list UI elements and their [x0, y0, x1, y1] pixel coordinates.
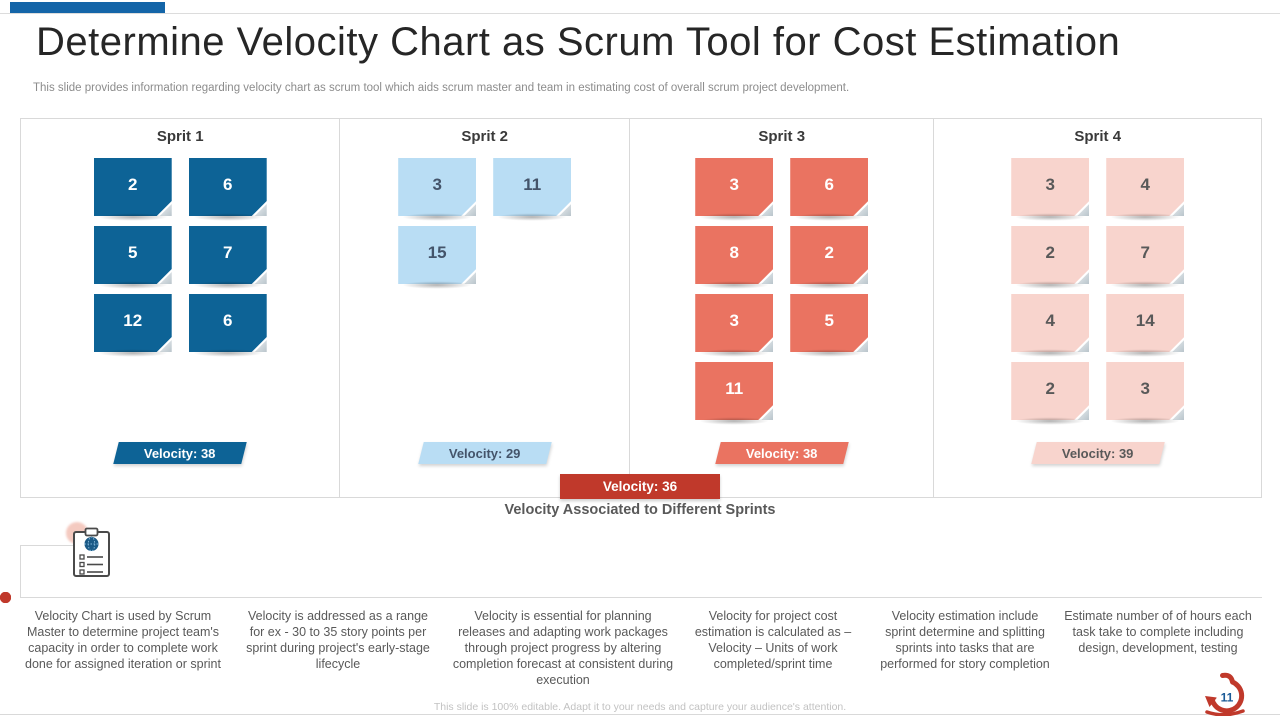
sprint-title: Sprit 1: [156, 128, 204, 145]
story-point-note: 3: [1106, 362, 1185, 425]
story-point-value: 7: [222, 243, 233, 262]
timeline-note: Velocity estimation include sprint deter…: [880, 609, 1050, 671]
footer-note: This slide is 100% editable. Adapt it to…: [433, 701, 847, 713]
sprint-velocity-badge: Velocity: 29: [417, 442, 552, 464]
story-notes-grid: 2 6 5 7 12 6: [94, 158, 267, 357]
story-point-value: 4: [1045, 311, 1055, 330]
sprint-velocity-text: Velocity: 39: [1061, 445, 1134, 461]
combined-velocity-badge: Velocity: 36: [560, 474, 720, 499]
accent-bar: [10, 2, 165, 13]
story-point-note: 3: [695, 158, 774, 221]
story-point-note: 2: [94, 158, 172, 221]
story-point-note: 6: [790, 158, 869, 221]
story-point-value: 2: [824, 243, 834, 262]
story-point-value: 2: [1045, 379, 1055, 398]
combined-velocity-value: 36: [662, 479, 678, 494]
sprint-velocity-badge: Velocity: 38: [113, 442, 247, 464]
sprint-column-3: Sprit 3 3 6 8 2 3 5 11 Velocity: 38: [630, 119, 935, 497]
connector-line: [20, 545, 78, 546]
story-point-value: 11: [725, 379, 744, 398]
sprint-column-4: Sprit 4 3 4 2 7 4 14 2 3 Velocity: 39: [934, 119, 1260, 497]
clipboard-checklist-icon: [73, 527, 110, 577]
velocity-chart-panel: Sprit 1 2 6 5 7 12 6 Velocity: 38 Sprit 2 3 11…: [20, 118, 1262, 498]
story-point-note: 4: [1011, 294, 1090, 357]
connector-line: [20, 545, 21, 597]
story-point-note: 2: [1011, 226, 1090, 289]
story-point-note: 7: [1106, 226, 1185, 289]
top-divider: [0, 13, 1280, 14]
story-point-value: 5: [127, 243, 138, 262]
story-point-note: 11: [695, 362, 774, 425]
story-point-note: 12: [94, 294, 172, 357]
sprint-column-2: Sprit 2 3 11 15 Velocity: 29: [340, 119, 630, 497]
story-point-value: 3: [1045, 175, 1055, 194]
slide-subtitle: This slide provides information regardin…: [33, 82, 850, 94]
story-point-value: 4: [1140, 175, 1150, 194]
story-point-value: 8: [729, 243, 739, 262]
story-point-value: 2: [127, 175, 138, 194]
sprint-velocity-badge: Velocity: 39: [1030, 442, 1165, 464]
story-point-note: 6: [189, 294, 267, 357]
story-point-value: 2: [1045, 243, 1055, 262]
story-point-note: 2: [790, 226, 869, 289]
page-title: Determine Velocity Chart as Scrum Tool f…: [36, 20, 1121, 64]
story-point-note: 3: [695, 294, 774, 357]
sprint-title: Sprit 3: [758, 128, 806, 145]
story-point-note: 5: [94, 226, 172, 289]
story-point-note: 3: [1011, 158, 1090, 221]
story-point-value: 3: [729, 311, 739, 330]
timeline-note: Velocity is essential for planning relea…: [452, 609, 674, 687]
story-point-note: 3: [398, 158, 477, 221]
story-point-value: 6: [824, 175, 834, 194]
story-point-value: 14: [1135, 311, 1155, 330]
timeline-dot: [0, 592, 11, 603]
bottom-divider: [0, 714, 1280, 715]
timeline-note: Velocity Chart is used by Scrum Master t…: [25, 609, 221, 671]
sprint-velocity-text: Velocity: 29: [448, 445, 521, 461]
story-point-value: 3: [729, 175, 739, 194]
story-point-value: 6: [222, 175, 233, 194]
sprint-title: Sprit 2: [461, 128, 509, 145]
story-point-value: 12: [123, 311, 143, 330]
timeline-note: Velocity is addressed as a range for ex …: [246, 609, 430, 671]
story-point-value: 3: [432, 175, 442, 194]
story-notes-grid: 3 4 2 7 4 14 2 3: [1011, 158, 1185, 425]
sprint-velocity-text: Velocity: 38: [745, 445, 818, 461]
sprint-velocity-badge: Velocity: 38: [714, 442, 849, 464]
story-point-note: 15: [398, 226, 477, 289]
story-notes-grid: 3 6 8 2 3 5 11: [695, 158, 869, 425]
story-point-value: 6: [222, 311, 233, 330]
story-point-note: 6: [189, 158, 267, 221]
story-point-value: 5: [824, 311, 834, 330]
story-point-value: 7: [1140, 243, 1150, 262]
page-number: 11: [1221, 691, 1234, 705]
story-point-note: 8: [695, 226, 774, 289]
sprint-column-1: Sprit 1 2 6 5 7 12 6 Velocity: 38: [21, 119, 341, 497]
story-point-value: 11: [523, 175, 542, 194]
story-point-note: 11: [493, 158, 572, 221]
timeline-note: Estimate number of of hours each task ta…: [1064, 609, 1252, 655]
story-point-note: 5: [790, 294, 869, 357]
story-point-value: 15: [427, 243, 447, 262]
combined-velocity-label: Velocity:: [602, 479, 659, 494]
sprint-velocity-text: Velocity: 38: [144, 445, 216, 461]
story-point-note: 14: [1106, 294, 1185, 357]
story-notes-grid: 3 11 15: [398, 158, 572, 289]
story-point-note: 4: [1106, 158, 1185, 221]
story-point-note: 2: [1011, 362, 1090, 425]
chart-caption: Velocity Associated to Different Sprints: [504, 502, 776, 518]
story-point-value: 3: [1140, 379, 1150, 398]
sprint-loop-icon: 11: [1205, 672, 1245, 716]
sprint-title: Sprit 4: [1074, 128, 1122, 145]
story-point-note: 7: [189, 226, 267, 289]
timeline-line: [20, 597, 1262, 598]
timeline-note: Velocity for project cost estimation is …: [694, 609, 852, 671]
